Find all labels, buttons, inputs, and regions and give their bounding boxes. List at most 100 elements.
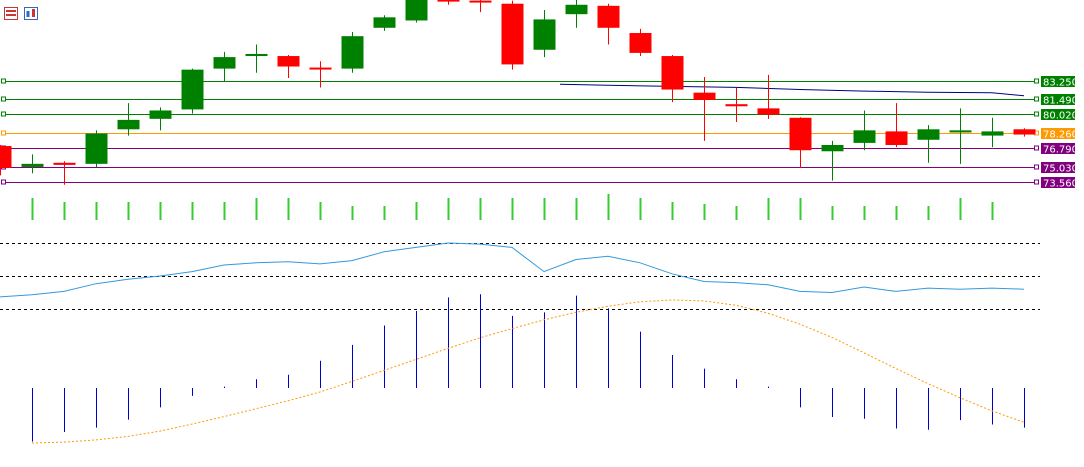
candle — [789, 117, 812, 169]
candle-body — [469, 0, 492, 3]
level-label-box — [1041, 109, 1075, 120]
level-handle-right — [1034, 96, 1039, 102]
macd-layer — [31, 294, 1025, 444]
level-handle-right — [1034, 111, 1039, 117]
candle-body — [661, 56, 684, 90]
oscillator-line — [0, 242, 1025, 298]
candle-body — [949, 130, 972, 133]
candle — [597, 3, 620, 45]
candle — [885, 103, 908, 148]
level-handle-left — [1, 96, 6, 102]
candle — [245, 44, 268, 73]
chart-style-icon[interactable] — [24, 5, 38, 20]
level-label: 80.020 — [1043, 111, 1078, 122]
candle — [917, 125, 940, 163]
level-label: 73.560 — [1043, 179, 1078, 190]
candle — [821, 140, 844, 181]
level-label-box — [1041, 128, 1075, 139]
candle-body — [533, 19, 556, 50]
candle — [341, 31, 364, 73]
candle — [757, 74, 780, 119]
level-handle-left — [1, 78, 6, 84]
candle-body — [149, 110, 172, 119]
level-label: 83.250 — [1043, 78, 1078, 89]
candle-body — [85, 133, 108, 164]
toolbar — [4, 5, 38, 20]
candle — [85, 130, 108, 167]
level-handle-left — [1, 130, 6, 136]
moving-average-layer — [559, 83, 1025, 97]
candle — [949, 108, 972, 164]
candle — [565, 0, 588, 28]
candle — [661, 55, 684, 103]
candle-body — [629, 33, 652, 53]
candle — [373, 15, 396, 31]
candle-body — [437, 0, 460, 2]
candle-body — [501, 3, 524, 65]
level-label: 81.490 — [1043, 96, 1078, 107]
level-label-box — [1041, 177, 1075, 188]
level-handle-left — [1, 111, 6, 117]
candle-body — [853, 130, 876, 143]
candle — [181, 68, 204, 114]
candle-body — [405, 0, 428, 21]
candle — [53, 161, 76, 185]
candle — [725, 87, 748, 122]
level-label: 78.260 — [1043, 130, 1078, 141]
candle-body — [885, 131, 908, 145]
candle — [501, 0, 524, 70]
candle — [1013, 128, 1036, 137]
candle — [213, 51, 236, 82]
candle-body — [181, 69, 204, 110]
candle-body — [917, 129, 940, 140]
level-handle-left — [1, 179, 6, 185]
table-icon[interactable] — [4, 5, 18, 20]
level-handle-right — [1034, 78, 1039, 84]
candle-body — [117, 119, 140, 130]
level-label-box — [1041, 76, 1075, 87]
volume-layer — [31, 194, 994, 220]
candle-body — [277, 56, 300, 67]
level-label: 75.030 — [1043, 164, 1078, 175]
level-labels-layer: 83.250 81.490 80.020 78.260 76.790 75.030 73.5… — [1041, 76, 1078, 190]
candle — [629, 28, 652, 57]
candle-body — [757, 108, 780, 115]
candle-body — [693, 92, 716, 100]
oscillator-layer — [0, 242, 1040, 310]
level-label-box — [1041, 143, 1075, 154]
candle — [21, 154, 44, 174]
candle-body — [725, 104, 748, 107]
candle-body — [0, 146, 12, 169]
candle-body — [597, 5, 620, 28]
candle — [149, 107, 172, 131]
candle-body — [213, 57, 236, 69]
candle-body — [1013, 129, 1036, 135]
candle-body — [373, 17, 396, 28]
candle-body — [309, 67, 332, 70]
candle-body — [341, 36, 364, 69]
macd-signal-line — [31, 299, 1025, 444]
levels-layer — [1, 78, 1039, 185]
candle — [981, 117, 1004, 148]
candle-body — [565, 4, 588, 15]
level-handle-right — [1034, 179, 1039, 185]
candle — [469, 0, 492, 13]
candle — [533, 10, 556, 58]
candle — [309, 61, 332, 88]
level-handle-right — [1034, 145, 1039, 151]
candles-layer — [0, 0, 1036, 185]
candle-body — [245, 53, 268, 57]
candle — [405, 0, 428, 23]
candle — [117, 103, 140, 136]
candle-body — [821, 145, 844, 152]
candle — [277, 55, 300, 79]
candle-body — [21, 163, 44, 167]
level-label: 76.790 — [1043, 145, 1078, 156]
level-handle-right — [1034, 164, 1039, 170]
candle-body — [981, 131, 1004, 136]
candle — [693, 76, 716, 141]
candle-body — [53, 162, 76, 165]
candle — [437, 0, 460, 5]
level-label-box — [1041, 162, 1075, 173]
